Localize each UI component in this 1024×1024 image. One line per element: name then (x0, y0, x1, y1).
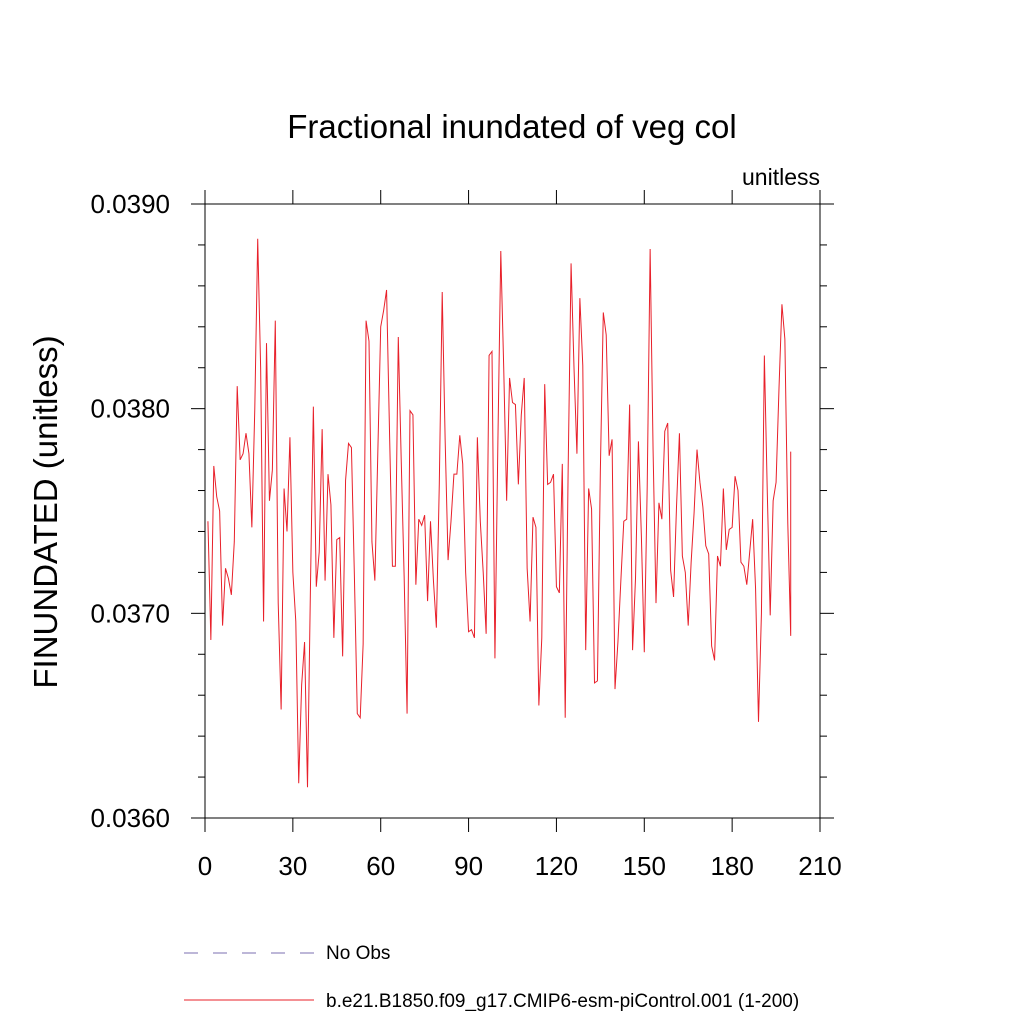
plot-frame (204, 203, 821, 819)
x-tick-label: 150 (623, 851, 666, 881)
legend-label-no-obs: No Obs (326, 943, 390, 964)
x-tick-labels: 0 30 60 90 120 150 180 210 (198, 851, 842, 881)
units-label: unitless (742, 164, 820, 190)
y-tick-label: 0.0360 (90, 803, 170, 833)
x-tick-label: 210 (798, 851, 841, 881)
series-layer (207, 238, 792, 788)
x-tick-label: 30 (278, 851, 307, 881)
x-tick-label: 120 (535, 851, 578, 881)
legend-label-model: b.e21.B1850.f09_g17.CMIP6-esm-piControl.… (326, 991, 799, 1012)
chart-title: Fractional inundated of veg col (287, 108, 736, 145)
y-tick-label: 0.0390 (90, 189, 170, 219)
series-line (207, 238, 792, 788)
y-tick-labels: 0.0360 0.0370 0.0380 0.0390 (90, 189, 170, 833)
x-tick-label: 60 (366, 851, 395, 881)
y-tick-label: 0.0370 (90, 598, 170, 628)
axis-ticks (191, 190, 834, 832)
x-tick-label: 90 (454, 851, 483, 881)
y-tick-label: 0.0380 (90, 394, 170, 424)
x-tick-label: 0 (198, 851, 212, 881)
y-axis-label: FINUNDATED (unitless) (27, 335, 64, 688)
x-tick-label: 180 (710, 851, 753, 881)
legend: No Obs b.e21.B1850.f09_g17.CMIP6-esm-piC… (184, 943, 799, 1012)
